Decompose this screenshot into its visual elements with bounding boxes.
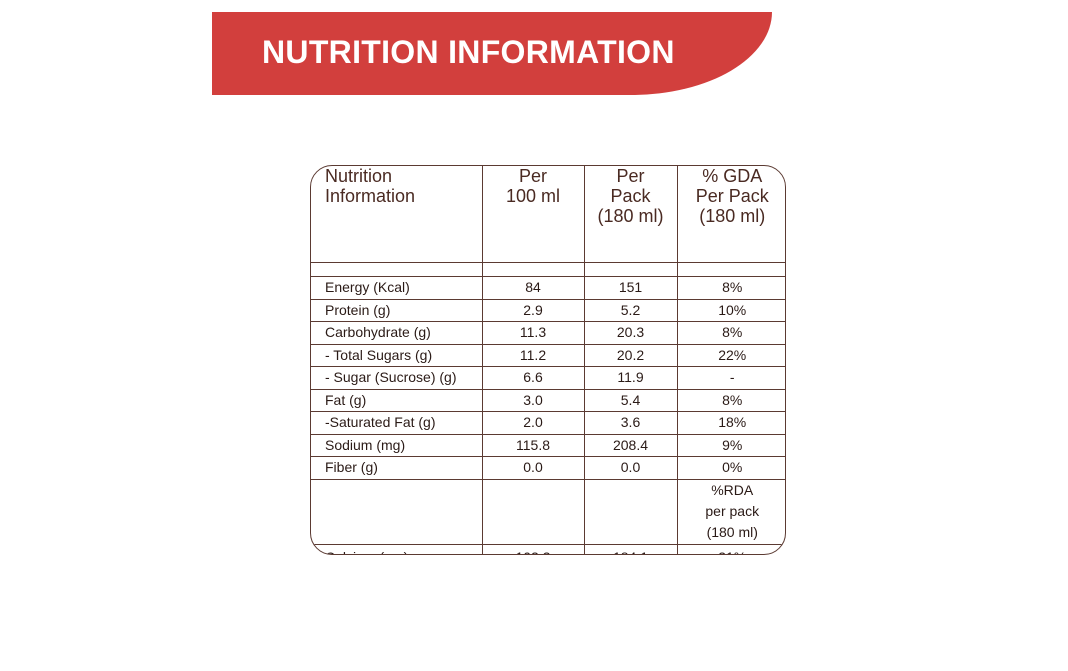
- table-row: Fat (g) 3.0 5.4 8%: [311, 389, 785, 412]
- nutrient-label: Protein (g): [311, 299, 482, 322]
- rda-header-cell: %RDA per pack (180 ml): [676, 479, 785, 545]
- nutrition-table-container: Nutrition Information Per 100 ml Per Pac…: [310, 165, 786, 555]
- per-pack-value: 5.4: [583, 389, 677, 412]
- gda-value: 8%: [676, 389, 785, 412]
- nutrient-label: Sodium (mg): [311, 434, 482, 457]
- per-100ml-value: 84: [481, 276, 584, 300]
- nutrient-label: Carbohydrate (g): [311, 321, 482, 345]
- table-row: Fiber (g) 0.0 0.0 0%: [311, 456, 785, 480]
- gda-value: 8%: [676, 276, 785, 300]
- table-row: Energy (Kcal) 84 151 8%: [311, 276, 785, 300]
- per-pack-value: 5.2: [583, 299, 677, 322]
- table-row: -Saturated Fat (g) 2.0 3.6 18%: [311, 411, 785, 435]
- per-100ml-value: 3.0: [481, 389, 584, 412]
- header-cell: Per Pack (180 ml): [583, 166, 677, 263]
- header-banner: NUTRITION INFORMATION: [212, 12, 772, 95]
- rda-value: 31%: [676, 544, 785, 554]
- nutrient-label: - Total Sugars (g): [311, 344, 482, 367]
- rda-header-line: %RDA: [711, 482, 754, 498]
- nutrient-label: Fat (g): [311, 389, 482, 412]
- gda-value: 9%: [676, 434, 785, 457]
- gda-value: 10%: [676, 299, 785, 322]
- nutrient-label: -Saturated Fat (g): [311, 411, 482, 435]
- per-100ml-value: 115.8: [481, 434, 584, 457]
- table-row: Protein (g) 2.9 5.2 10%: [311, 299, 785, 322]
- per-pack-value: 3.6: [583, 411, 677, 435]
- spacer-row: [311, 262, 785, 277]
- empty-cell: [583, 479, 677, 545]
- table-row: Calcium (mg) 102.3 184.1 31%: [311, 544, 785, 554]
- per-100ml-value: 11.3: [481, 321, 584, 345]
- empty-cell: [481, 479, 584, 545]
- nutrient-label: Fiber (g): [311, 456, 482, 480]
- rda-header-line: per pack: [705, 503, 760, 519]
- nutrient-label: Calcium (mg): [311, 544, 482, 554]
- page-title: NUTRITION INFORMATION: [262, 34, 675, 70]
- per-100ml-value: 6.6: [481, 366, 584, 390]
- gda-value: 8%: [676, 321, 785, 345]
- rda-header-line: (180 ml): [706, 524, 758, 540]
- rda-header-row: %RDA per pack (180 ml): [311, 479, 785, 545]
- nutrition-table: Nutrition Information Per 100 ml Per Pac…: [311, 166, 785, 554]
- per-100ml-value: 2.0: [481, 411, 584, 435]
- table-header-row: Nutrition Information Per 100 ml Per Pac…: [311, 166, 785, 263]
- table-row: Sodium (mg) 115.8 208.4 9%: [311, 434, 785, 457]
- table-row: - Total Sugars (g) 11.2 20.2 22%: [311, 344, 785, 367]
- header-cell: Per 100 ml: [481, 166, 584, 263]
- header-cell: Nutrition Information: [325, 166, 416, 206]
- per-100ml-value: 2.9: [481, 299, 584, 322]
- gda-value: 22%: [676, 344, 785, 367]
- table-row: - Sugar (Sucrose) (g) 6.6 11.9 -: [311, 366, 785, 390]
- per-pack-value: 0.0: [583, 456, 677, 480]
- per-100ml-value: 0.0: [481, 456, 584, 480]
- table-row: Carbohydrate (g) 11.3 20.3 8%: [311, 321, 785, 345]
- nutrient-label: - Sugar (Sucrose) (g): [311, 366, 482, 390]
- gda-value: -: [676, 366, 785, 390]
- empty-cell: [311, 479, 482, 545]
- per-100ml-value: 102.3: [481, 544, 584, 554]
- per-pack-value: 20.2: [583, 344, 677, 367]
- per-100ml-value: 11.2: [481, 344, 584, 367]
- nutrient-label: Energy (Kcal): [311, 276, 482, 300]
- header-cell: % GDA Per Pack (180 ml): [676, 166, 785, 263]
- gda-value: 0%: [676, 456, 785, 480]
- per-pack-value: 184.1: [583, 544, 677, 554]
- per-pack-value: 11.9: [583, 366, 677, 390]
- per-pack-value: 208.4: [583, 434, 677, 457]
- gda-value: 18%: [676, 411, 785, 435]
- per-pack-value: 151: [583, 276, 677, 300]
- per-pack-value: 20.3: [583, 321, 677, 345]
